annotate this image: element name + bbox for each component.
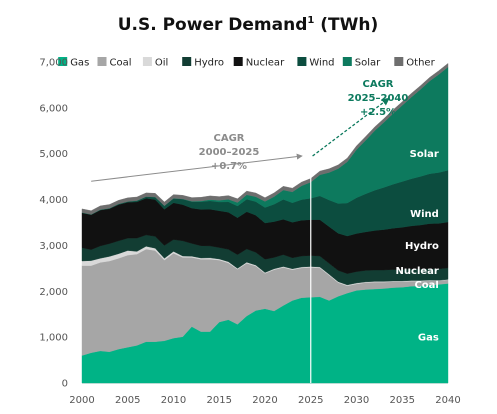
chart-annotations: CAGR 2000–2025 +0.7% CAGR 2025–2040 +2.5% bbox=[91, 79, 409, 182]
legend-label: Other bbox=[406, 58, 435, 69]
x-tick-label: 2020 bbox=[252, 395, 277, 406]
stacked-areas bbox=[81, 62, 449, 384]
x-tick-label: 2030 bbox=[344, 395, 369, 406]
series-label-wind: Wind bbox=[410, 209, 439, 220]
y-tick-label: 2,000 bbox=[39, 287, 68, 298]
legend-item-coal: Coal bbox=[97, 57, 132, 69]
cagr-historic-label: CAGR bbox=[214, 133, 245, 144]
legend-label: Wind bbox=[309, 58, 334, 69]
cagr-projected-label: CAGR bbox=[363, 79, 394, 90]
legend-swatch bbox=[182, 57, 192, 66]
chart-legend: Gas Coal Oil Hydro Nuclear Wind Solar Other bbox=[58, 57, 436, 69]
cagr-projected-period: 2025–2040 bbox=[348, 93, 409, 104]
y-tick-label: 1,000 bbox=[39, 333, 68, 344]
series-labels: Solar Wind Hydro Nuclear Coal Gas bbox=[396, 149, 439, 343]
series-label-hydro: Hydro bbox=[405, 241, 439, 252]
legend-item-other: Other bbox=[394, 57, 436, 69]
legend-swatch bbox=[394, 57, 404, 66]
legend-item-gas: Gas bbox=[58, 57, 89, 69]
legend-swatch bbox=[342, 57, 352, 66]
x-tick-label: 2000 bbox=[69, 395, 94, 406]
series-label-nuclear: Nuclear bbox=[396, 266, 439, 277]
legend-label: Solar bbox=[355, 58, 381, 69]
y-tick-label: 3,000 bbox=[39, 241, 68, 252]
y-tick-label: 7,000 bbox=[39, 58, 68, 69]
x-tick-label: 2015 bbox=[207, 395, 232, 406]
legend-label: Nuclear bbox=[246, 58, 285, 69]
area-other bbox=[81, 62, 449, 215]
cagr-historic-arrow bbox=[91, 153, 303, 182]
legend-swatch bbox=[233, 57, 243, 66]
chart-title: U.S. Power Demand1 (TWh) bbox=[118, 15, 379, 35]
legend-swatch bbox=[297, 57, 307, 66]
legend-label: Oil bbox=[155, 58, 168, 69]
x-tick-label: 2040 bbox=[435, 395, 460, 406]
cagr-historic-rate: +0.7% bbox=[211, 161, 247, 172]
y-tick-label: 6,000 bbox=[39, 103, 68, 114]
series-label-solar: Solar bbox=[410, 149, 439, 160]
y-tick-label: 4,000 bbox=[39, 195, 68, 206]
cagr-projected-arrow bbox=[312, 97, 390, 157]
y-axis: 0 1,000 2,000 3,000 4,000 5,000 6,000 7,000 bbox=[39, 58, 68, 390]
legend-item-hydro: Hydro bbox=[182, 57, 224, 69]
legend-label: Hydro bbox=[194, 58, 224, 69]
legend-swatch bbox=[142, 57, 152, 66]
cagr-projected-rate: +2.5% bbox=[360, 107, 396, 118]
legend-swatch bbox=[97, 57, 107, 66]
legend-label: Coal bbox=[110, 58, 132, 69]
x-axis: 2000 2005 2010 2015 2020 2025 2030 2035 2040 bbox=[69, 382, 461, 406]
legend-swatch bbox=[58, 57, 68, 66]
series-label-coal: Coal bbox=[414, 280, 438, 291]
x-tick-label: 2010 bbox=[161, 395, 186, 406]
x-tick-label: 2025 bbox=[298, 395, 323, 406]
legend-item-nuclear: Nuclear bbox=[233, 57, 285, 69]
legend-item-oil: Oil bbox=[142, 57, 168, 69]
series-label-gas: Gas bbox=[418, 333, 439, 344]
legend-item-solar: Solar bbox=[342, 57, 381, 69]
y-tick-label: 0 bbox=[62, 379, 68, 390]
x-tick-label: 2005 bbox=[115, 395, 140, 406]
y-tick-label: 5,000 bbox=[39, 149, 68, 160]
x-tick-label: 2035 bbox=[390, 395, 415, 406]
legend-label: Gas bbox=[70, 58, 89, 69]
legend-item-wind: Wind bbox=[297, 57, 335, 69]
cagr-historic-period: 2000–2025 bbox=[199, 147, 260, 158]
